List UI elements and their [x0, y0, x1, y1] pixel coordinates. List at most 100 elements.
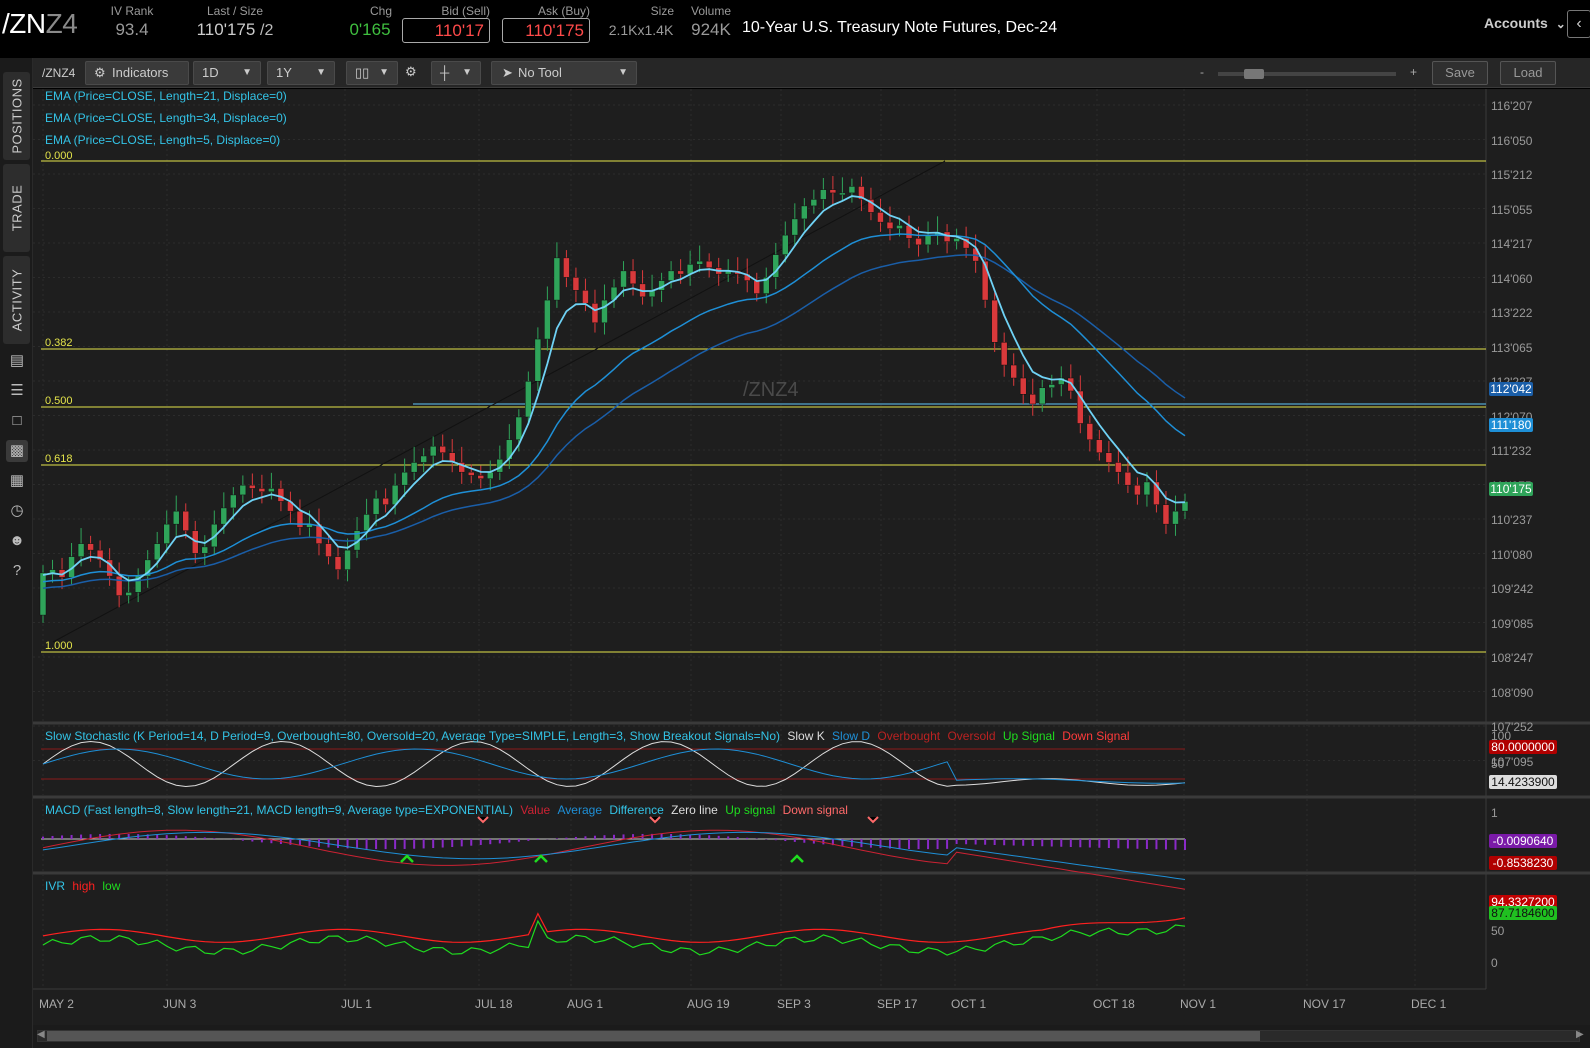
- stoch-tick-100: 100: [1491, 729, 1512, 743]
- stochastic-title[interactable]: Slow Stochastic (K Period=14, D Period=9…: [45, 729, 1130, 743]
- zoom-out-button[interactable]: -: [1200, 65, 1204, 79]
- ema34-price-badge: 111'180: [1489, 418, 1533, 432]
- trash-icon[interactable]: □: [12, 412, 22, 429]
- date-tick: OCT 18: [1093, 997, 1135, 1011]
- watchlist-icon[interactable]: ▤: [9, 352, 25, 369]
- iv-rank-field: IV Rank 93.4: [110, 4, 154, 42]
- last-size-label: Last / Size: [206, 4, 264, 18]
- indicators-button[interactable]: ⚙ Indicators: [85, 61, 189, 85]
- date-tick: JUN 3: [163, 997, 197, 1011]
- ivr-title[interactable]: IVR high low: [45, 879, 121, 893]
- volume-value: 924K: [691, 20, 731, 39]
- list-icon[interactable]: ☰: [10, 382, 24, 399]
- price-tick: 116'207: [1491, 99, 1533, 113]
- stoch-overbought-badge: 80.0000000: [1489, 740, 1557, 754]
- candle: [563, 257, 570, 278]
- ivr-low-line: [42, 919, 1186, 956]
- settings-icon[interactable]: ⚙: [401, 61, 423, 85]
- candle: [382, 497, 389, 505]
- candle: [401, 471, 408, 486]
- scroll-left-icon[interactable]: ◀: [37, 1029, 45, 1040]
- tab-activity[interactable]: ACTIVITY: [3, 256, 30, 344]
- last-price-badge: 110'175: [1489, 482, 1533, 496]
- study-ema5[interactable]: EMA (Price=CLOSE, Length=5, Displace=0): [45, 133, 281, 147]
- study-ema21[interactable]: EMA (Price=CLOSE, Length=21, Displace=0): [45, 89, 287, 103]
- macd-down-signal-icon: [649, 816, 661, 824]
- macd-up-signal-icon: [400, 854, 414, 863]
- chart-symbol[interactable]: /ZNZ4: [42, 66, 76, 80]
- price-tick: 109'085: [1491, 616, 1534, 631]
- chevron-down-icon: ▼: [379, 67, 389, 78]
- candle: [172, 510, 180, 525]
- scroll-thumb[interactable]: [47, 1031, 1260, 1041]
- candle: [677, 270, 684, 275]
- clock-icon[interactable]: ◷: [10, 502, 24, 519]
- price-tick: 107'252: [1491, 720, 1534, 734]
- range-select[interactable]: 1Y ▼: [267, 61, 335, 85]
- candle: [1105, 452, 1113, 463]
- price-chart[interactable]: [33, 89, 1590, 1025]
- chart-watermark: /ZNZ4: [743, 379, 799, 401]
- load-button[interactable]: Load: [1500, 61, 1556, 85]
- candle: [620, 270, 627, 288]
- tool-select[interactable]: ➤ No Tool ▼: [491, 61, 637, 85]
- volume-label: Volume: [690, 4, 732, 18]
- candle: [981, 260, 989, 301]
- help-icon[interactable]: ?: [12, 562, 22, 579]
- zoom-slider[interactable]: [1218, 72, 1396, 76]
- candle: [820, 189, 827, 200]
- chart-style-select[interactable]: ▯▯ ▼: [346, 61, 398, 85]
- zoom-in-button[interactable]: +: [1410, 65, 1418, 79]
- chart-icon[interactable]: ▩: [6, 440, 28, 462]
- interval-select[interactable]: 1D ▼: [193, 61, 261, 85]
- candle: [439, 445, 446, 453]
- collapse-left-icon[interactable]: ‹: [1567, 10, 1590, 38]
- price-tick: 113'065: [1491, 340, 1533, 355]
- candle: [1181, 501, 1189, 512]
- price-tick: 115'055: [1491, 202, 1533, 217]
- chg-label: Chg: [369, 4, 392, 18]
- candle: [201, 546, 209, 554]
- ask-label: Ask (Buy): [537, 4, 590, 18]
- candle: [534, 338, 542, 382]
- stoch-tick-50: 50: [1491, 757, 1505, 771]
- community-icon[interactable]: ☻: [9, 532, 25, 549]
- drawings-select[interactable]: ┼ ▼: [431, 61, 481, 85]
- study-ema34[interactable]: EMA (Price=CLOSE, Length=34, Displace=0): [45, 111, 287, 125]
- tab-trade[interactable]: TRADE: [3, 164, 30, 252]
- ivr-tick-0: 0: [1491, 956, 1498, 970]
- candle: [477, 475, 485, 479]
- candle: [163, 523, 170, 544]
- candle: [791, 218, 799, 236]
- ema21-price-badge: 112'042: [1489, 382, 1533, 396]
- chg-value: 0'165: [349, 20, 391, 39]
- bid-button[interactable]: 110'17: [402, 18, 490, 43]
- candle: [801, 205, 808, 220]
- candle: [601, 299, 608, 324]
- bid-label: Bid (Sell): [441, 4, 490, 18]
- candle: [1039, 387, 1046, 405]
- scroll-right-icon[interactable]: ▶: [1576, 1029, 1584, 1040]
- accounts-dropdown[interactable]: Accounts ⌄: [1484, 15, 1566, 31]
- candle: [296, 510, 304, 528]
- ask-button[interactable]: 110'175: [502, 18, 590, 43]
- candle: [182, 510, 189, 531]
- macd-title[interactable]: MACD (Fast length=8, Slow length=21, MAC…: [45, 803, 848, 817]
- stoch-k-line: [42, 740, 1186, 788]
- candle: [325, 543, 332, 557]
- chart-area[interactable]: EMA (Price=CLOSE, Length=21, Displace=0)…: [33, 89, 1590, 1025]
- candle: [772, 254, 780, 278]
- candle: [858, 186, 865, 200]
- grid-icon[interactable]: ▦: [9, 472, 25, 489]
- candle: [468, 471, 475, 476]
- candle: [753, 280, 760, 294]
- save-button[interactable]: Save: [1432, 61, 1488, 85]
- price-tick: 115'212: [1491, 168, 1533, 182]
- macd-up-signal-icon: [790, 854, 804, 863]
- tab-positions[interactable]: POSITIONS: [3, 72, 30, 160]
- horizontal-scrollbar[interactable]: ◀ ▶: [33, 1025, 1590, 1048]
- candle: [96, 549, 104, 561]
- zoom-slider-thumb[interactable]: [1244, 69, 1264, 79]
- symbol-title[interactable]: /ZNZ4: [2, 8, 78, 39]
- date-tick: MAY 2: [39, 997, 74, 1011]
